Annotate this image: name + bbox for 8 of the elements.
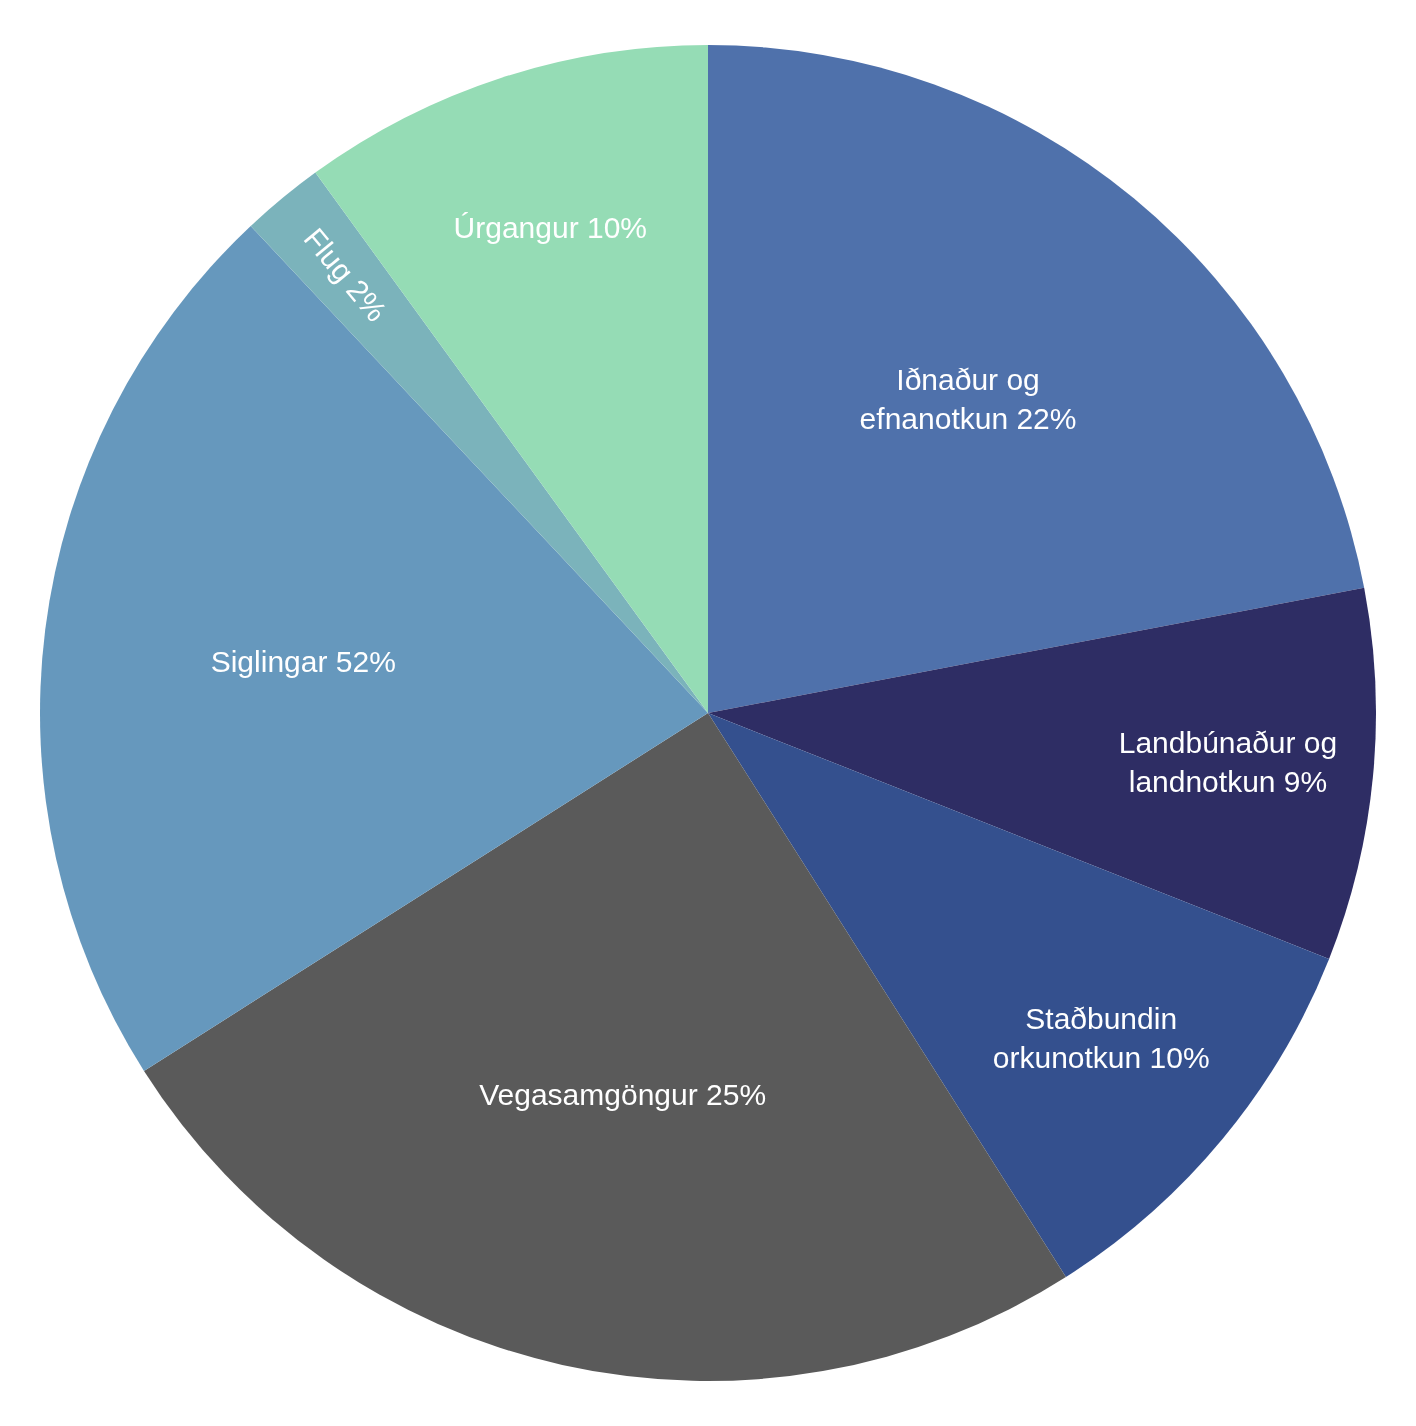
pie-slice — [708, 587, 1376, 959]
slice-label: Iðnaður og efnanotkun 22% — [859, 362, 1077, 435]
slice-label: Siglingar 52% — [210, 645, 396, 679]
slice-label: Úrgangur 10% — [453, 211, 648, 245]
slice-label: Vegasamgöngur 25% — [479, 1078, 767, 1112]
slice-label: Landbúnaður og landnotkun 9% — [1118, 726, 1338, 799]
slice-label: Staðbundin orkunotkun 10% — [992, 1002, 1210, 1075]
pie-slice — [708, 45, 1365, 713]
